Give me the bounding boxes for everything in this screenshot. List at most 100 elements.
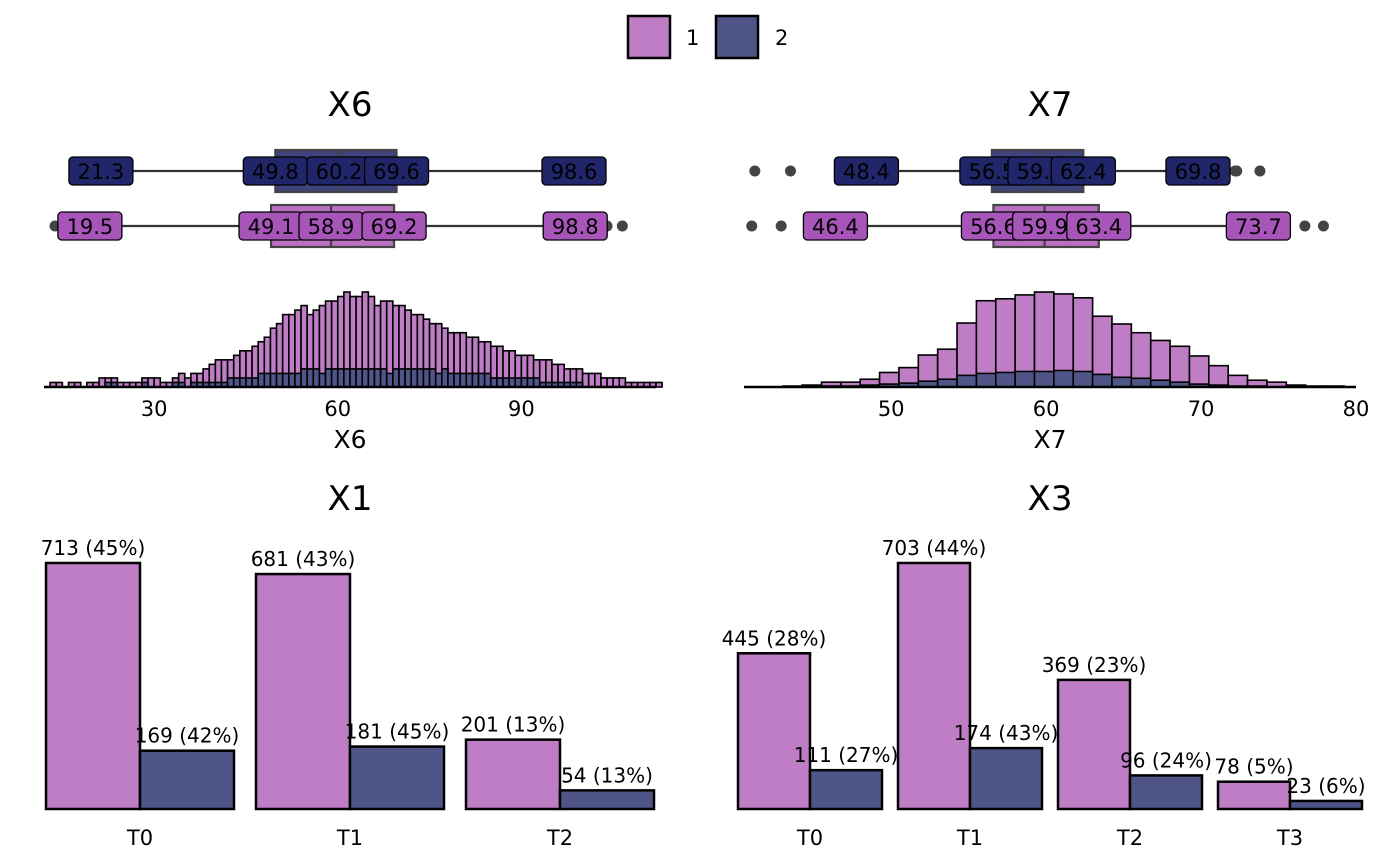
hist-bar-g2 [526,377,535,388]
bar-label: 54 (13%) [561,763,653,787]
bar-t1-g2 [968,746,1044,811]
bar-t0-g1 [44,561,142,811]
bar-label: 174 (43%) [954,721,1059,745]
category-label: T0 [126,826,153,850]
box-label: 19.5 [67,215,114,239]
bar-label: 23 (6%) [1286,774,1365,798]
hist-bar-g2 [306,368,315,388]
box-label: 58.9 [308,215,355,239]
hist-bar-g2 [1072,370,1094,388]
box-label: 46.4 [812,215,859,239]
box-label-bg [68,156,134,186]
legend-label-1: 1 [686,26,699,50]
bar-label: 369 (23%) [1042,653,1147,677]
hist-bar-g2 [318,372,327,388]
hist-bar-g2 [410,368,419,388]
hist-bar-g1 [593,372,602,388]
hist-bar-g2 [489,377,498,388]
panel-title-x1: X1 [328,479,373,519]
hist-bar-g2 [330,368,339,388]
hist-bar-g1 [1208,364,1229,388]
bar-label: 681 (43%) [251,547,356,571]
box-label: 73.7 [1235,215,1282,239]
hist-bar-g2 [269,372,278,388]
hist-bar-g2 [416,368,425,388]
hist-bar-g1 [606,377,614,388]
hist-bar-g2 [287,372,296,388]
hist-bar-g2 [336,368,345,388]
box-label: 21.3 [78,160,125,184]
axis-title-x6: X6 [333,425,366,454]
hist-bar-g2 [324,368,333,388]
hist-bar-g2 [471,372,480,388]
axis-title-x7: X7 [1033,425,1066,454]
bar-t1-g1 [254,572,352,811]
box-label-bg [833,156,900,186]
x-tick-label: 70 [1188,397,1215,421]
outlier-point [1317,220,1329,232]
outlier-point [784,165,796,177]
hist-bar-g2 [1091,373,1113,388]
legend: 1 2 [626,14,788,60]
hist-bar-g2 [257,372,266,388]
outlier-point [775,220,787,232]
outlier-point [1254,165,1266,177]
hist-bar-g2 [477,372,486,388]
hist-bar-g2 [514,377,523,388]
outlier-point [616,220,628,232]
x-tick-label: 30 [141,397,168,421]
panel-title-x6: X6 [328,85,373,125]
hist-bar-g2 [404,368,412,388]
bar-t0-g1 [736,652,812,811]
box-label-bg [542,211,608,241]
box-label-bg [1066,211,1132,241]
hist-bar-g2 [275,372,284,388]
box-label: 69.2 [371,215,418,239]
bar-t1-g2 [348,745,446,811]
box-label-bg [1225,211,1292,241]
bar-t1-g1 [896,561,972,811]
hist-bar-g2 [453,372,461,388]
outlier-point [749,165,761,177]
hist-bar-g2 [263,372,272,388]
box-label: 98.6 [551,160,598,184]
boxplot-g2: 48.4 56.5 59.662.4 69.8 [749,148,1266,194]
bar-label: 96 (24%) [1120,748,1212,772]
hist-bar-g2 [1053,369,1075,388]
hist-bar-g2 [532,377,541,388]
box-label-bg [361,211,427,241]
category-label: T1 [336,826,363,850]
hist-bar-g1 [153,377,162,388]
box-label: 49.8 [252,160,299,184]
hist-bar-g2 [232,377,241,388]
hist-bar-g1 [655,381,663,388]
hist-bar-g2 [226,377,235,388]
hist-bar-g1 [581,372,590,388]
hist-bar-g2 [349,368,357,388]
hist-bar-g2 [385,372,394,388]
box-label-bg [363,156,430,186]
box-label: 49.1 [248,215,295,239]
hist-bar-g1 [587,372,596,388]
hist-bar-g2 [361,368,370,388]
hist-bar-g2 [398,368,406,388]
bar-label: 713 (45%) [41,536,146,560]
bar-label: 445 (28%) [722,626,827,650]
hist-bar-g1 [612,377,621,388]
bar-label: 201 (13%) [461,713,566,737]
hist-bar-g2 [422,368,431,388]
panels: 30 60 90 21.3 49.8 60.2 69.6 98.6 19.5 49.1 58.9 69… [41,148,1369,850]
hist-bar-g2 [367,368,376,388]
hist-bar-g2 [245,377,253,388]
bar-t0-g2 [808,768,884,811]
bar-t0-g2 [138,749,236,811]
hist-bar-g2 [251,377,260,388]
hist-bar-g2 [459,372,468,388]
category-label: T0 [796,826,823,850]
hist-bar-g2 [1130,377,1152,388]
box-label: 69.8 [1175,160,1222,184]
boxplot-g1: 19.5 49.1 58.9 69.2 98.8 [49,203,628,249]
hist-bar-g2 [239,377,247,388]
hist-bar-g1 [147,377,155,388]
bar-t2-g1 [1056,678,1132,811]
